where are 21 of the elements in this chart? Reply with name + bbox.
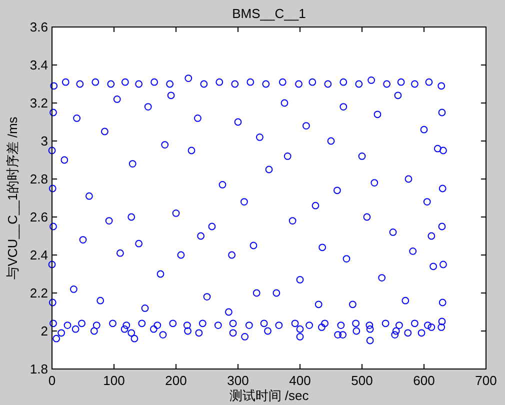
x-tick-label: 500 bbox=[351, 373, 373, 388]
y-tick-label: 2.2 bbox=[30, 286, 48, 300]
x-tick-label: 100 bbox=[103, 373, 125, 388]
x-axis-title: 测试时间 /sec bbox=[229, 388, 310, 403]
y-tick-label: 3.2 bbox=[30, 96, 48, 110]
y-tick-label: 2.8 bbox=[30, 172, 48, 186]
x-tick-label: 300 bbox=[227, 373, 249, 388]
chart-title: BMS__C__1 bbox=[232, 6, 306, 21]
x-tick-label: 0 bbox=[48, 373, 56, 388]
x-tick-label: 200 bbox=[165, 373, 187, 388]
y-tick-label: 2 bbox=[40, 324, 48, 338]
y-tick-label: 2.4 bbox=[30, 248, 48, 262]
y-tick-label: 3.4 bbox=[30, 58, 48, 72]
y-tick-label: 1.8 bbox=[30, 362, 48, 376]
x-tick-label: 700 bbox=[475, 373, 497, 388]
y-tick-label: 2.6 bbox=[30, 210, 48, 224]
x-tick-label: 400 bbox=[289, 373, 311, 388]
y-tick-label: 3.6 bbox=[30, 20, 48, 34]
y-axis-title: 与VCU__C__1的时序差 /ms bbox=[5, 116, 20, 280]
y-tick-label: 3 bbox=[40, 134, 48, 148]
x-tick-label: 600 bbox=[413, 373, 435, 388]
